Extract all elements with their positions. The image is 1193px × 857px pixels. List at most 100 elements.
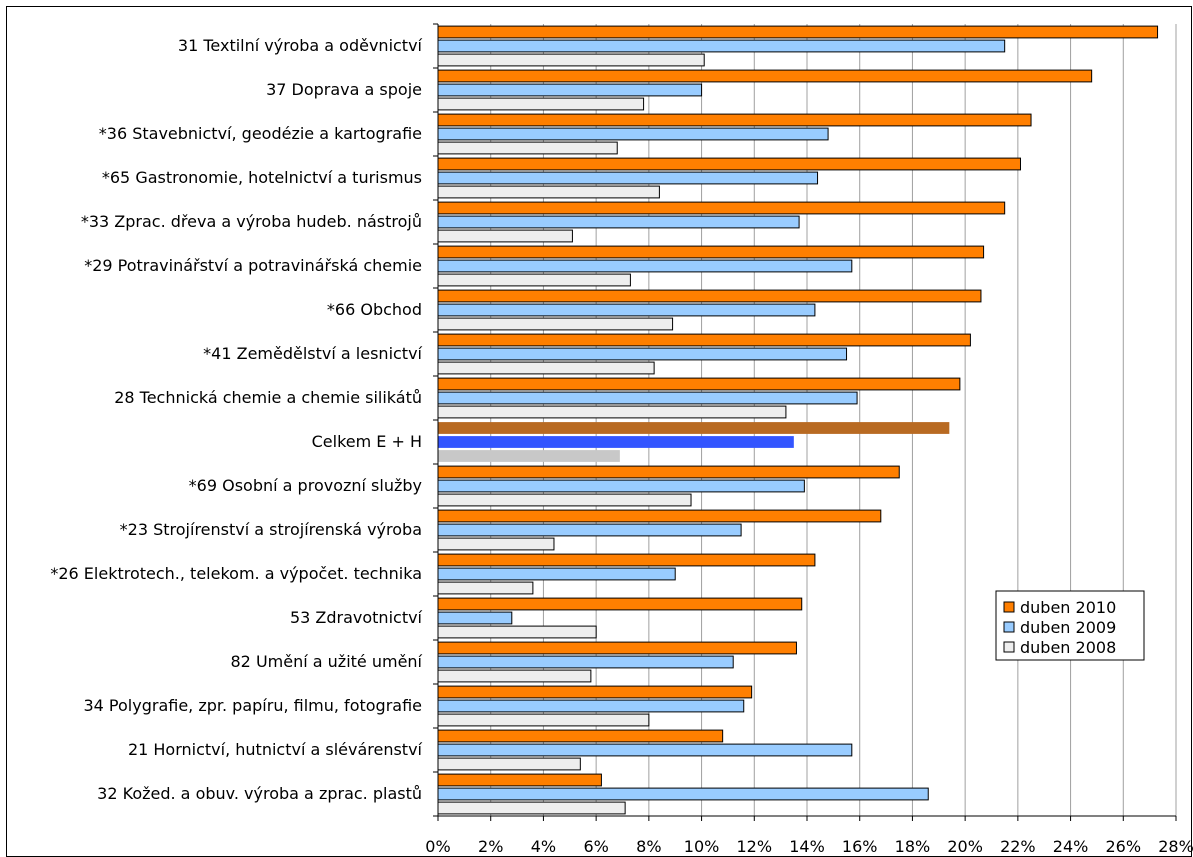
category-label: Celkem E + H: [312, 432, 422, 451]
x-tick-label: 28%: [1158, 837, 1193, 856]
bar: [437, 245, 985, 259]
x-tick-label: 26%: [1106, 837, 1142, 856]
legend-swatch: [1003, 641, 1015, 653]
category-label: *23 Strojírenství a strojírenská výroba: [120, 520, 422, 539]
gridlines: [490, 24, 1177, 816]
bar: [437, 641, 797, 655]
bar: [438, 450, 620, 462]
category-label: 37 Doprava a spoje: [266, 80, 422, 99]
x-tick-label: 12%: [737, 837, 773, 856]
x-tick-label: 18%: [895, 837, 931, 856]
category-label: 32 Kožed. a obuv. výroba a zprac. plastů: [97, 784, 422, 803]
bar: [437, 185, 660, 199]
bar: [437, 713, 650, 727]
x-tick-label: 0%: [425, 837, 450, 856]
bar: [437, 685, 753, 699]
category-label: *33 Zprac. dřeva a výroba hudeb. nástroj…: [81, 212, 422, 231]
bar: [437, 597, 803, 611]
bar: [437, 801, 626, 815]
bar: [437, 479, 805, 493]
bar: [437, 113, 1032, 127]
legend-swatch: [1003, 621, 1015, 633]
x-tick-label: 22%: [1000, 837, 1036, 856]
bar: [437, 509, 882, 523]
bar: [437, 317, 674, 331]
bar: [437, 289, 982, 303]
category-label: 28 Technická chemie a chemie silikátů: [114, 388, 422, 407]
bar: [437, 655, 734, 669]
category-label: *66 Obchod: [327, 300, 422, 319]
x-tick-label: 20%: [947, 837, 983, 856]
legend-label: duben 2008: [1020, 638, 1116, 657]
x-tick-label: 8%: [636, 837, 661, 856]
category-label: 21 Hornictví, hutnictví a slévárenství: [128, 740, 423, 759]
bar: [437, 69, 1093, 83]
category-labels: 31 Textilní výroba a oděvnictví 37 Doprav…: [50, 36, 422, 803]
bar: [437, 537, 555, 551]
bar: [437, 625, 597, 639]
bar: [437, 215, 800, 229]
x-tick-labels: 0% 2% 4% 6% 8% 10% 12% 14% 16% 18% 20% 22% 24% 26% 28%: [425, 837, 1193, 856]
bar: [437, 347, 848, 361]
category-label: *29 Potravinářství a potravinářská chemi…: [84, 256, 422, 275]
bar: [437, 567, 676, 581]
bar: [437, 465, 900, 479]
bar: [437, 611, 513, 625]
legend-swatch: [1003, 601, 1015, 613]
bars: [437, 25, 1159, 815]
bar: [437, 669, 592, 683]
bar: [437, 259, 853, 273]
category-label: *26 Elektrotech., telekom. a výpočet. te…: [50, 564, 422, 583]
bar: [437, 303, 816, 317]
legend-label: duben 2010: [1020, 598, 1116, 617]
bar: [437, 493, 692, 507]
category-label: 31 Textilní výroba a oděvnictví: [178, 36, 423, 55]
bar: [437, 787, 929, 801]
category-label: *41 Zemědělství a lesnictví: [203, 344, 422, 363]
legend-label: duben 2009: [1020, 618, 1116, 637]
category-label: 82 Umění a užité umění: [231, 652, 423, 671]
category-label: 34 Polygrafie, zpr. papíru, filmu, fotog…: [83, 696, 422, 715]
x-tick-label: 16%: [842, 837, 878, 856]
bar: [437, 141, 618, 155]
category-label: 53 Zdravotnictví: [290, 608, 423, 627]
bar: [437, 83, 703, 97]
bar: [437, 523, 742, 537]
category-label: *36 Stavebnictví, geodézie a kartografie: [99, 124, 422, 143]
x-tick-label: 4%: [531, 837, 556, 856]
bar: [437, 391, 858, 405]
bar: [437, 333, 971, 347]
bar: [438, 422, 950, 434]
bar: [437, 405, 787, 419]
bar: [437, 157, 1021, 171]
bar: [437, 53, 705, 67]
x-tick-label: 24%: [1053, 837, 1089, 856]
bar: [437, 757, 581, 771]
bar: [437, 171, 819, 185]
legend-box: [995, 590, 1145, 661]
bar: [437, 97, 645, 111]
category-label: *65 Gastronomie, hotelnictví a turismus: [102, 168, 422, 187]
bar: [437, 201, 1006, 215]
bar: [437, 581, 534, 595]
bar: [437, 729, 724, 743]
x-tick-label: 10%: [684, 837, 720, 856]
bar: [437, 553, 816, 567]
category-label: *69 Osobní a provozní služby: [189, 476, 422, 495]
x-tick-label: 6%: [583, 837, 608, 856]
bar: [437, 699, 745, 713]
x-tick-label: 2%: [478, 837, 503, 856]
x-tick-label: 14%: [789, 837, 825, 856]
bar: [437, 229, 573, 243]
bar: [437, 773, 602, 787]
bar: [437, 273, 631, 287]
bar: [438, 436, 794, 448]
bar: [437, 39, 1006, 53]
bar: [437, 25, 1159, 39]
bar: [437, 743, 853, 757]
bar: [437, 377, 961, 391]
bar: [437, 127, 829, 141]
bar: [437, 361, 655, 375]
